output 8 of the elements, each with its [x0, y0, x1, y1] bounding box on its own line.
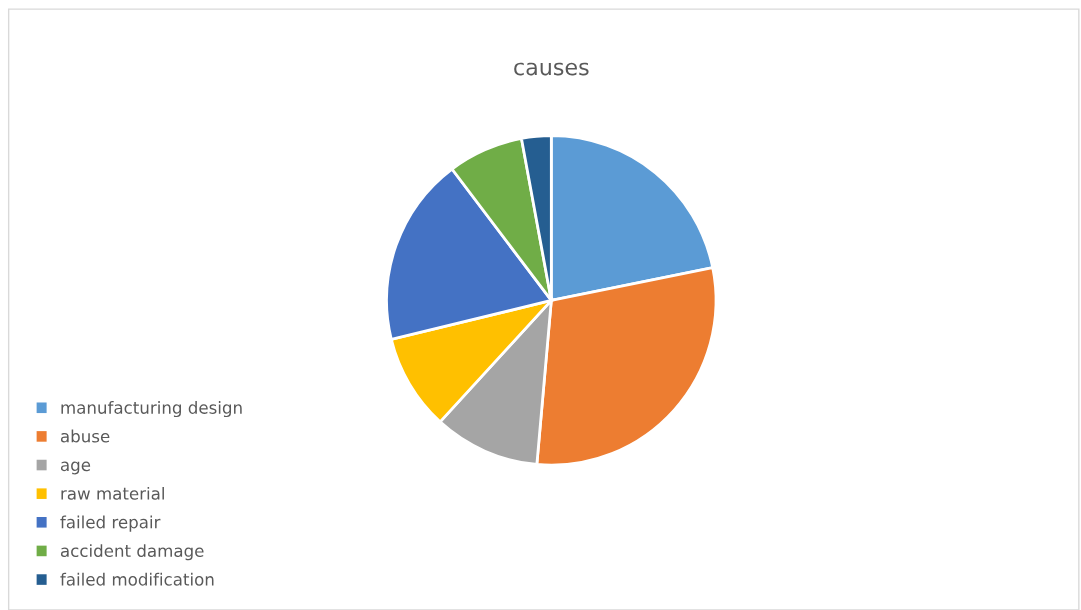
legend-label: accident damage [60, 544, 204, 561]
legend-label: abuse [60, 429, 110, 443]
legend-label: age [60, 461, 91, 475]
chart-title: causes [514, 62, 589, 76]
legend-label: failed modification [60, 572, 214, 586]
legend-label: raw material [61, 486, 164, 500]
legend-label: failed repair [60, 515, 161, 532]
legend-label: manufacturing design [61, 400, 242, 418]
